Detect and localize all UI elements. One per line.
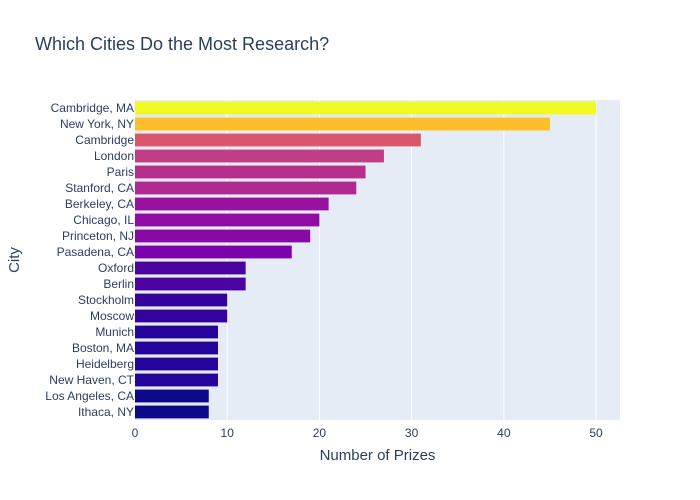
y-tick-label: Berkeley, CA: [65, 197, 134, 211]
y-tick-label: Heidelberg: [76, 357, 134, 371]
bar[interactable]: [135, 341, 218, 355]
bar[interactable]: [135, 181, 357, 195]
bar[interactable]: [135, 309, 228, 323]
x-tick-label: 30: [405, 426, 419, 440]
bar[interactable]: [135, 373, 218, 387]
x-tick-label: 50: [589, 426, 603, 440]
y-tick-label: Oxford: [98, 261, 134, 275]
y-tick-label: Moscow: [90, 309, 134, 323]
x-axis-ticks: 0 10 20 30 40 50: [132, 426, 603, 440]
y-tick-label: Stockholm: [78, 293, 134, 307]
bar[interactable]: [135, 197, 329, 211]
y-tick-label: Stanford, CA: [65, 181, 134, 195]
bar[interactable]: [135, 165, 366, 179]
bar[interactable]: [135, 117, 550, 131]
y-tick-label: Ithaca, NY: [78, 405, 134, 419]
y-tick-label: Paris: [107, 165, 134, 179]
y-tick-label: London: [94, 149, 134, 163]
bar[interactable]: [135, 245, 292, 259]
y-tick-label: New York, NY: [60, 117, 134, 131]
y-tick-label: Boston, MA: [72, 341, 134, 355]
y-tick-label: Los Angeles, CA: [45, 389, 134, 403]
bar[interactable]: [135, 293, 228, 307]
bar[interactable]: [135, 325, 218, 339]
chart-title: Which Cities Do the Most Research?: [35, 34, 329, 54]
bar[interactable]: [135, 405, 209, 419]
bars: [135, 101, 597, 419]
bar[interactable]: [135, 277, 246, 291]
y-tick-label: Chicago, IL: [73, 213, 134, 227]
bar[interactable]: [135, 133, 421, 147]
bar[interactable]: [135, 213, 320, 227]
y-tick-label: Cambridge, MA: [51, 101, 134, 115]
y-tick-label: Princeton, NJ: [62, 229, 134, 243]
bar[interactable]: [135, 149, 384, 163]
y-tick-label: Cambridge: [75, 133, 134, 147]
bar[interactable]: [135, 261, 246, 275]
x-tick-label: 20: [313, 426, 327, 440]
x-tick-label: 10: [221, 426, 235, 440]
y-axis-title: City: [6, 247, 23, 273]
y-axis-ticks: Cambridge, MA New York, NY Cambridge London…: [45, 101, 134, 419]
plot-area: [135, 100, 620, 420]
y-tick-label: Pasadena, CA: [57, 245, 134, 259]
bar[interactable]: [135, 389, 209, 403]
bar[interactable]: [135, 357, 218, 371]
y-tick-label: New Haven, CT: [49, 373, 134, 387]
y-tick-label: Berlin: [103, 277, 134, 291]
x-axis-title: Number of Prizes: [320, 447, 436, 464]
x-tick-label: 0: [132, 426, 139, 440]
y-tick-label: Munich: [95, 325, 134, 339]
bar[interactable]: [135, 229, 311, 243]
bar[interactable]: [135, 101, 597, 115]
x-tick-label: 40: [497, 426, 511, 440]
